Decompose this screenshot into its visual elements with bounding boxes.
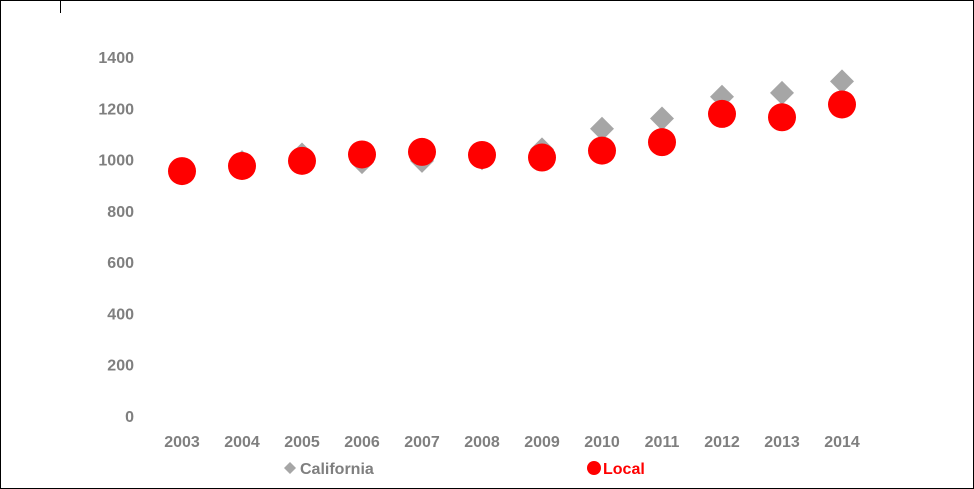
x-tick-label: 2007 [404, 434, 440, 451]
y-axis-ticks: 0 200 400 600 800 1000 1200 1400 [98, 50, 134, 426]
x-tick-label: 2006 [344, 434, 380, 451]
local-point [708, 99, 736, 128]
legend-item-local: Local [587, 461, 645, 478]
top-divider-line [60, 1, 61, 13]
y-tick-label: 400 [107, 306, 134, 323]
x-axis-ticks: 2003 2004 2005 2006 2007 2008 2009 2010 2011 2012… [164, 434, 860, 451]
x-tick-label: 2008 [464, 434, 500, 451]
california-point [650, 106, 674, 131]
y-tick-label: 800 [107, 204, 134, 221]
series-local [168, 90, 856, 186]
legend-item-california: California [284, 461, 374, 478]
california-point [770, 80, 794, 105]
local-point [828, 90, 856, 119]
local-point [648, 128, 676, 157]
local-point [588, 136, 616, 165]
x-tick-label: 2012 [704, 434, 740, 451]
y-tick-label: 200 [107, 358, 134, 375]
series-california [170, 69, 854, 185]
x-tick-label: 2013 [764, 434, 800, 451]
x-tick-label: 2014 [824, 434, 860, 451]
x-tick-label: 2004 [224, 434, 260, 451]
y-tick-label: 1200 [98, 101, 134, 118]
legend: California Local [284, 461, 645, 478]
local-point [768, 103, 796, 132]
legend-circle-marker-local [587, 461, 601, 475]
x-tick-label: 2009 [524, 434, 560, 451]
local-point [528, 143, 556, 172]
local-point [228, 151, 256, 180]
california-point [830, 69, 854, 94]
y-tick-label: 1400 [98, 50, 134, 67]
local-point [468, 140, 496, 169]
x-tick-label: 2005 [284, 434, 320, 451]
x-tick-label: 2003 [164, 434, 200, 451]
x-tick-label: 2011 [645, 434, 680, 451]
california-point [590, 116, 614, 141]
local-point [168, 157, 196, 186]
local-point [288, 146, 316, 175]
y-tick-label: 1000 [98, 153, 134, 170]
legend-label-local: Local [603, 461, 645, 478]
y-tick-label: 600 [107, 255, 134, 272]
x-tick-label: 2010 [584, 434, 620, 451]
legend-diamond-marker-california [284, 462, 296, 474]
legend-label-california: California [300, 461, 374, 478]
local-point [408, 137, 436, 166]
y-tick-label: 0 [125, 409, 134, 426]
local-point [348, 140, 376, 169]
